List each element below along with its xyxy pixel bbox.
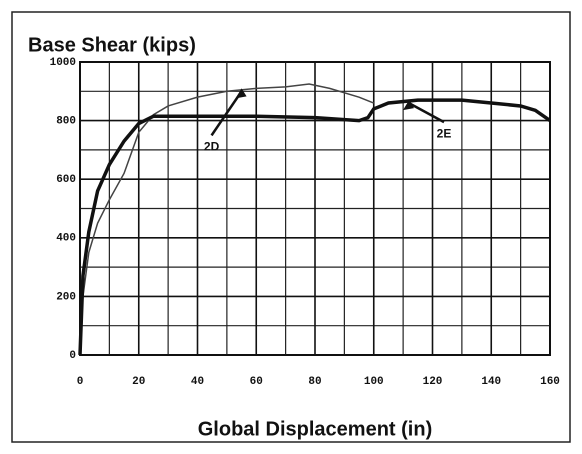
x-tick-label: 0	[77, 376, 84, 388]
annotation-arrow	[210, 90, 243, 137]
arrow-head	[235, 88, 247, 99]
frame	[11, 11, 571, 443]
x-tick-label: 160	[540, 376, 560, 388]
y-tick-label: 200	[56, 291, 76, 303]
x-tick-label: 80	[308, 376, 321, 388]
arrow-head	[403, 100, 414, 111]
annotation-label: 2E	[437, 126, 452, 140]
y-tick-label: 1000	[50, 57, 76, 69]
y-tick-label: 0	[69, 350, 76, 362]
y-tick-label: 600	[56, 174, 76, 186]
x-tick-label: 120	[423, 376, 443, 388]
y-tick-label: 800	[56, 116, 76, 128]
line-series	[79, 83, 375, 356]
chart-title: Base Shear (kips)	[28, 34, 196, 56]
x-tick-label: 20	[132, 376, 145, 388]
x-axis-label: Global Displacement (in)	[198, 418, 432, 440]
y-tick-label: 400	[56, 233, 76, 245]
x-tick-label: 140	[481, 376, 501, 388]
x-tick-label: 100	[364, 376, 384, 388]
annotation-arrow	[408, 101, 445, 124]
line-series	[78, 98, 552, 356]
annotation-label: 2D	[204, 140, 220, 154]
x-tick-label: 40	[191, 376, 204, 388]
x-tick-label: 60	[250, 376, 263, 388]
